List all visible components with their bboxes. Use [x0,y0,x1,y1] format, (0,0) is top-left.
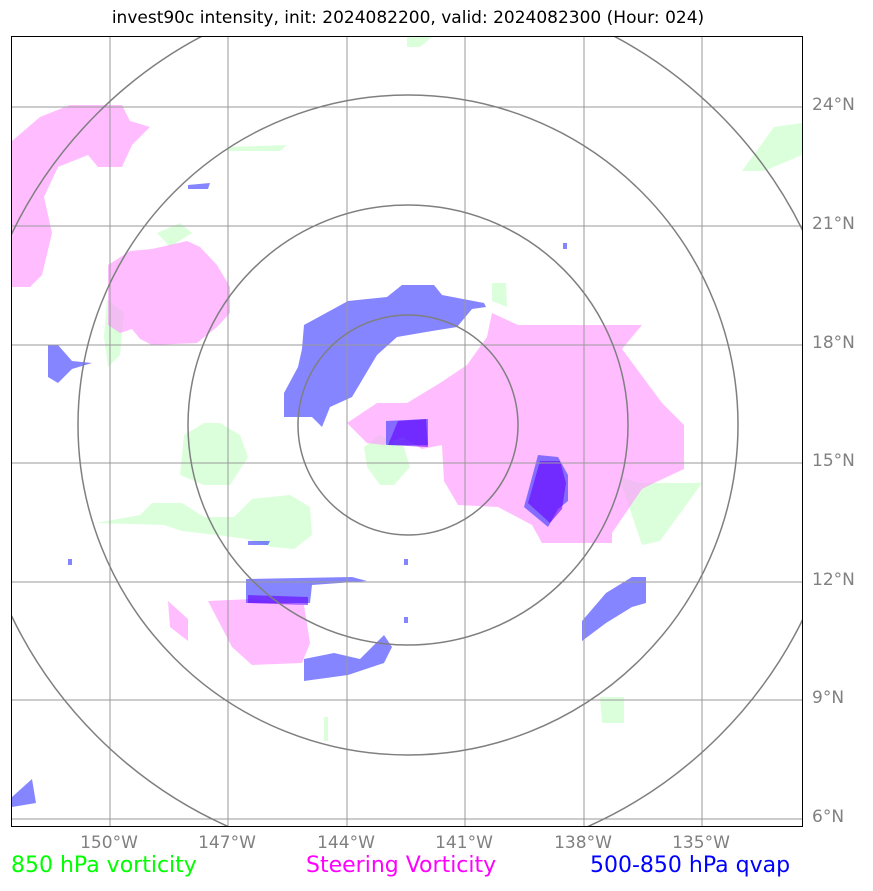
legend-qvap: 500-850 hPa qvap [590,853,791,878]
qvap-area [284,285,486,427]
map-canvas [12,37,802,826]
qvap-area [304,635,392,681]
steering-vorticity-area [12,105,150,287]
vorticity-850-area [157,223,192,247]
legend-vorticity-850: 850 hPa vorticity [11,853,197,878]
vorticity-850-area [492,283,507,307]
longitude-label: 135°W [672,833,730,853]
qvap-area [404,559,408,565]
qvap-area [404,617,408,623]
latitude-label: 9°N [812,688,845,708]
vorticity-850-area [619,477,702,545]
qvap-strong-area [528,461,566,523]
longitude-label: 144°W [317,833,375,853]
qvap-area [563,243,567,249]
longitude-label: 141°W [435,833,493,853]
vorticity-850-area [228,145,287,151]
vorticity-850-area [742,123,802,171]
vorticity-850-area [364,435,410,485]
vorticity-850-area [600,697,624,723]
longitude-label: 150°W [80,833,138,853]
range-ring [297,314,519,536]
latitude-label: 21°N [812,214,855,234]
map-panel [11,36,803,827]
latitude-label: 18°N [812,333,855,353]
map-title: invest90c intensity, init: 2024082200, v… [111,8,705,28]
steering-vorticity-area [208,599,310,665]
range-rings [12,37,802,826]
qvap-area [248,541,270,545]
qvap-strong-layer [248,419,566,605]
latitude-label: 24°N [812,95,855,115]
steering-vorticity-area [168,601,188,641]
longitude-label: 147°W [198,833,256,853]
steering-vorticity-layer [12,105,684,665]
legend-steering-vorticity: Steering Vorticity [306,853,497,878]
vorticity-850-area [324,717,328,741]
steering-vorticity-area [347,313,684,543]
latitude-label: 12°N [812,570,855,590]
vorticity-850-area [407,37,432,47]
vorticity-850-area [96,495,312,549]
longitude-label: 138°W [554,833,612,853]
qvap-area [48,345,92,383]
qvap-area [582,577,646,641]
steering-vorticity-area [108,241,230,345]
latitude-label: 6°N [812,807,845,827]
map-gridlines [12,37,802,826]
range-ring [187,204,629,646]
qvap-area [68,559,72,565]
latitude-label: 15°N [812,451,855,471]
vorticity-850-layer [96,37,802,741]
qvap-area [188,183,210,189]
qvap-strong-area [388,419,428,447]
range-ring [77,94,739,756]
qvap-strong-area [248,595,308,605]
qvap-area [12,779,36,807]
vorticity-850-area [180,423,248,485]
